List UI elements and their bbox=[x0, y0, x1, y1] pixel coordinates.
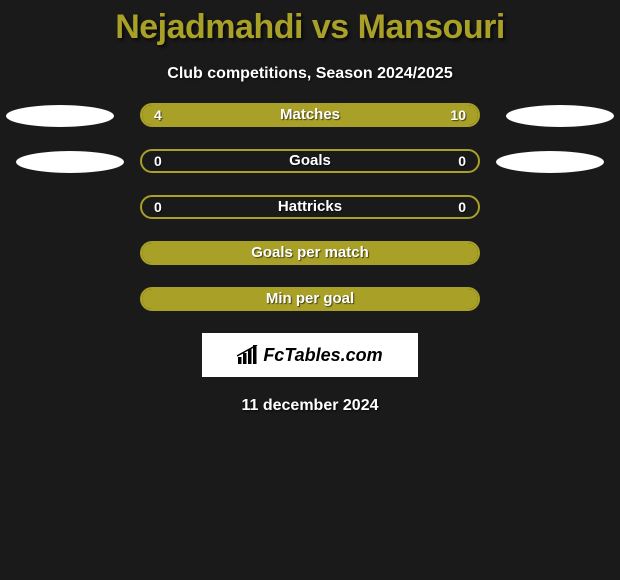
stats-container: 410Matches 00Goals 00Hattricks Goals per ma… bbox=[0, 103, 620, 313]
stat-bar: 00Hattricks bbox=[140, 195, 480, 219]
stat-row: Min per goal bbox=[0, 287, 620, 313]
stat-label: Hattricks bbox=[142, 197, 478, 217]
player-marker-right bbox=[496, 151, 604, 173]
stat-label: Goals per match bbox=[142, 243, 478, 263]
date-text: 11 december 2024 bbox=[0, 397, 620, 415]
player-marker-left bbox=[6, 105, 114, 127]
stat-row: 00Goals bbox=[0, 149, 620, 175]
stat-bar: Min per goal bbox=[140, 287, 480, 311]
brand-text: FcTables.com bbox=[263, 345, 382, 366]
stat-row: 410Matches bbox=[0, 103, 620, 129]
stat-label: Min per goal bbox=[142, 289, 478, 309]
stat-label: Matches bbox=[142, 105, 478, 125]
stat-bar: Goals per match bbox=[140, 241, 480, 265]
stat-bar: 410Matches bbox=[140, 103, 480, 127]
subtitle: Club competitions, Season 2024/2025 bbox=[0, 65, 620, 83]
stat-bar: 00Goals bbox=[140, 149, 480, 173]
stat-row: 00Hattricks bbox=[0, 195, 620, 221]
brand-box[interactable]: FcTables.com bbox=[202, 333, 418, 377]
player-marker-right bbox=[506, 105, 614, 127]
brand-logo: FcTables.com bbox=[237, 345, 382, 366]
stat-row: Goals per match bbox=[0, 241, 620, 267]
stat-label: Goals bbox=[142, 151, 478, 171]
page-title: Nejadmahdi vs Mansouri bbox=[0, 0, 620, 47]
bar-chart-icon bbox=[237, 345, 259, 365]
player-marker-left bbox=[16, 151, 124, 173]
